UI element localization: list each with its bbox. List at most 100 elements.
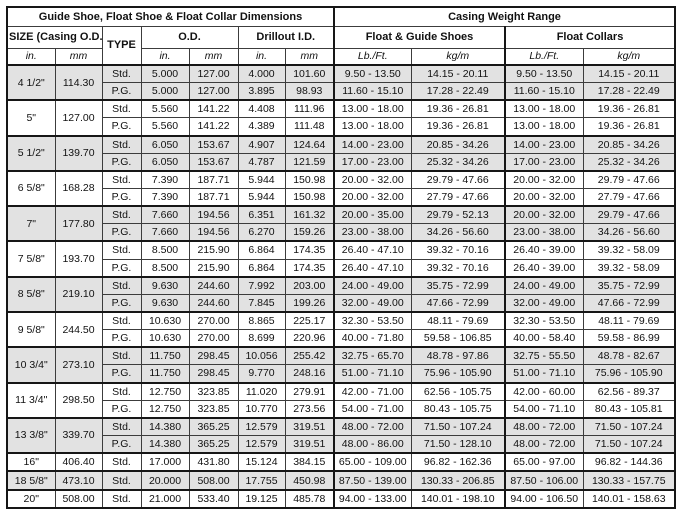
size-mm-cell: 473.10 bbox=[54, 470, 103, 491]
od-in-cell: 8.500 bbox=[140, 258, 190, 278]
drillout-in-cell: 4.389 bbox=[237, 117, 286, 137]
shoes-lbft-cell: 26.40 - 47.10 bbox=[333, 240, 412, 260]
table-row: 20" 508.00 Std. 21.000 533.40 19.125 485.78 94.… bbox=[6, 488, 676, 509]
size-in-cell: 11 3/4" bbox=[6, 381, 56, 419]
collars-lbft-cell: 40.00 - 58.40 bbox=[504, 329, 584, 348]
size-mm-cell: 406.40 bbox=[54, 452, 103, 472]
od-in-cell: 5.560 bbox=[140, 117, 190, 137]
type-cell: Std. bbox=[101, 416, 142, 436]
collars-kgm-cell: 27.79 - 47.66 bbox=[582, 187, 676, 207]
table-row: P.G. 8.500 215.90 6.864 174.35 26.40 - 47.10 3… bbox=[7, 258, 676, 278]
od-mm-cell: 365.25 bbox=[188, 434, 239, 454]
collars-kgm-cell: 71.50 - 107.24 bbox=[582, 434, 676, 454]
table-row: P.G. 14.380 365.25 12.579 319.51 48.00 - 86.0… bbox=[7, 434, 676, 454]
shoes-lbft-cell: 23.00 - 38.00 bbox=[333, 223, 412, 242]
collars-lbft-cell: 48.00 - 72.00 bbox=[504, 434, 584, 454]
od-in-cell: 10.630 bbox=[140, 310, 190, 331]
shoes-kgm-cell: 71.50 - 107.24 bbox=[410, 416, 506, 436]
table-row: P.G. 6.050 153.67 4.787 121.59 17.00 - 23.00 2… bbox=[7, 152, 676, 172]
collars-lbft-cell: 20.00 - 32.00 bbox=[504, 169, 584, 189]
shoes-lbft-cell: 51.00 - 71.10 bbox=[333, 364, 412, 384]
drillout-mm-cell: 159.26 bbox=[284, 223, 335, 242]
od-in-cell: 6.050 bbox=[140, 134, 190, 154]
table-row: P.G. 5.000 127.00 3.895 98.93 11.60 - 15.10 17… bbox=[7, 82, 676, 101]
table-row: P.G. 9.630 244.60 7.845 199.26 32.00 - 49.00 4… bbox=[7, 293, 676, 313]
size-mm-cell: 193.70 bbox=[54, 240, 103, 278]
shoes-lbft-cell: 14.00 - 23.00 bbox=[333, 134, 412, 154]
shoes-kgm-cell: 59.58 - 106.85 bbox=[410, 329, 506, 348]
collars-kgm-cell: 62.56 - 89.37 bbox=[582, 381, 676, 401]
shoes-lbft-cell: 32.75 - 65.70 bbox=[333, 346, 412, 366]
od-in-cell: 5.000 bbox=[140, 64, 190, 84]
drillout-in-cell: 15.124 bbox=[237, 452, 286, 472]
shoes-lbft-unit-header: Lb./Ft. bbox=[333, 47, 412, 66]
shoes-kgm-cell: 48.78 - 97.86 bbox=[410, 346, 506, 366]
collars-kgm-cell: 39.32 - 58.09 bbox=[582, 240, 676, 260]
size-mm-cell: 114.30 bbox=[54, 63, 103, 101]
collars-kgm-cell: 39.32 - 58.09 bbox=[582, 258, 676, 278]
drillout-mm-cell: 174.35 bbox=[284, 240, 335, 260]
shoes-kgm-cell: 19.36 - 26.81 bbox=[410, 99, 506, 119]
shoes-lbft-cell: 11.60 - 15.10 bbox=[333, 82, 412, 101]
table-row: 5 1/2" 139.70 Std. 6.050 153.67 4.907 124.64 14… bbox=[6, 134, 676, 172]
size-in-cell: 20" bbox=[6, 488, 56, 509]
shoes-lbft-cell: 13.00 - 18.00 bbox=[333, 99, 412, 119]
od-mm-cell: 153.67 bbox=[188, 152, 239, 172]
collars-lbft-cell: 48.00 - 72.00 bbox=[504, 416, 584, 436]
drillout-in-cell: 3.895 bbox=[237, 82, 286, 101]
type-cell: Std. bbox=[101, 470, 142, 491]
drillout-in-cell: 10.056 bbox=[237, 346, 286, 366]
od-mm-cell: 194.56 bbox=[188, 205, 239, 225]
drillout-mm-unit-header: mm bbox=[284, 47, 335, 66]
size-mm-cell: 139.70 bbox=[54, 134, 103, 172]
size-in-cell: 7" bbox=[6, 205, 56, 242]
od-in-cell: 17.000 bbox=[140, 452, 190, 472]
size-mm-cell: 244.50 bbox=[54, 310, 103, 348]
type-cell: P.G. bbox=[101, 293, 142, 313]
od-in-cell: 6.050 bbox=[140, 152, 190, 172]
od-mm-cell: 153.67 bbox=[188, 134, 239, 154]
dimensions-section-title: Guide Shoe, Float Shoe & Float Collar Di… bbox=[6, 6, 335, 27]
od-mm-cell: 141.22 bbox=[188, 117, 239, 137]
type-cell: P.G. bbox=[101, 258, 142, 278]
od-in-cell: 20.000 bbox=[140, 470, 190, 491]
table-row: 7 5/8" 193.70 Std. 8.500 215.90 6.864 174.35 26… bbox=[6, 240, 676, 278]
od-in-cell: 7.660 bbox=[140, 205, 190, 225]
drillout-mm-cell: 319.51 bbox=[284, 416, 335, 436]
drillout-in-cell: 7.845 bbox=[237, 293, 286, 313]
type-cell: Std. bbox=[101, 381, 142, 401]
collars-kgm-cell: 59.58 - 86.99 bbox=[582, 329, 676, 348]
collars-kgm-cell: 71.50 - 107.24 bbox=[582, 416, 676, 436]
od-in-cell: 11.750 bbox=[140, 364, 190, 384]
table-row: 4 1/2" 114.30 Std. 5.000 127.00 4.000 101.60 9.… bbox=[6, 63, 676, 101]
collars-kgm-cell: 29.79 - 47.66 bbox=[582, 169, 676, 189]
drillout-mm-cell: 279.91 bbox=[284, 381, 335, 401]
drillout-in-cell: 7.992 bbox=[237, 275, 286, 295]
od-mm-cell: 215.90 bbox=[188, 258, 239, 278]
size-in-cell: 10 3/4" bbox=[6, 346, 56, 384]
collars-lbft-cell: 32.30 - 53.50 bbox=[504, 310, 584, 331]
size-mm-cell: 339.70 bbox=[54, 416, 103, 454]
collars-kgm-cell: 29.79 - 47.66 bbox=[582, 205, 676, 225]
od-in-cell: 14.380 bbox=[140, 416, 190, 436]
collars-lbft-cell: 17.00 - 23.00 bbox=[504, 152, 584, 172]
collars-lbft-cell: 51.00 - 71.10 bbox=[504, 364, 584, 384]
shoes-kgm-cell: 75.96 - 105.90 bbox=[410, 364, 506, 384]
shoes-lbft-cell: 94.00 - 133.00 bbox=[333, 488, 412, 509]
drillout-mm-cell: 319.51 bbox=[284, 434, 335, 454]
od-in-cell: 21.000 bbox=[140, 488, 190, 509]
shoes-lbft-cell: 42.00 - 71.00 bbox=[333, 381, 412, 401]
type-cell: P.G. bbox=[101, 82, 142, 101]
section-title-row: Guide Shoe, Float Shoe & Float Collar Di… bbox=[6, 6, 676, 27]
shoes-lbft-cell: 9.50 - 13.50 bbox=[333, 64, 412, 84]
drillout-mm-cell: 273.56 bbox=[284, 399, 335, 419]
shoes-lbft-cell: 20.00 - 32.00 bbox=[333, 187, 412, 207]
size-mm-cell: 127.00 bbox=[54, 99, 103, 137]
shoes-kgm-cell: 35.75 - 72.99 bbox=[410, 275, 506, 295]
od-mm-cell: 508.00 bbox=[188, 470, 239, 491]
type-cell: P.G. bbox=[101, 187, 142, 207]
size-in-cell: 13 3/8" bbox=[6, 416, 56, 454]
od-mm-cell: 270.00 bbox=[188, 310, 239, 331]
collars-lbft-cell: 20.00 - 32.00 bbox=[504, 205, 584, 225]
collars-kgm-cell: 20.85 - 34.26 bbox=[582, 134, 676, 154]
